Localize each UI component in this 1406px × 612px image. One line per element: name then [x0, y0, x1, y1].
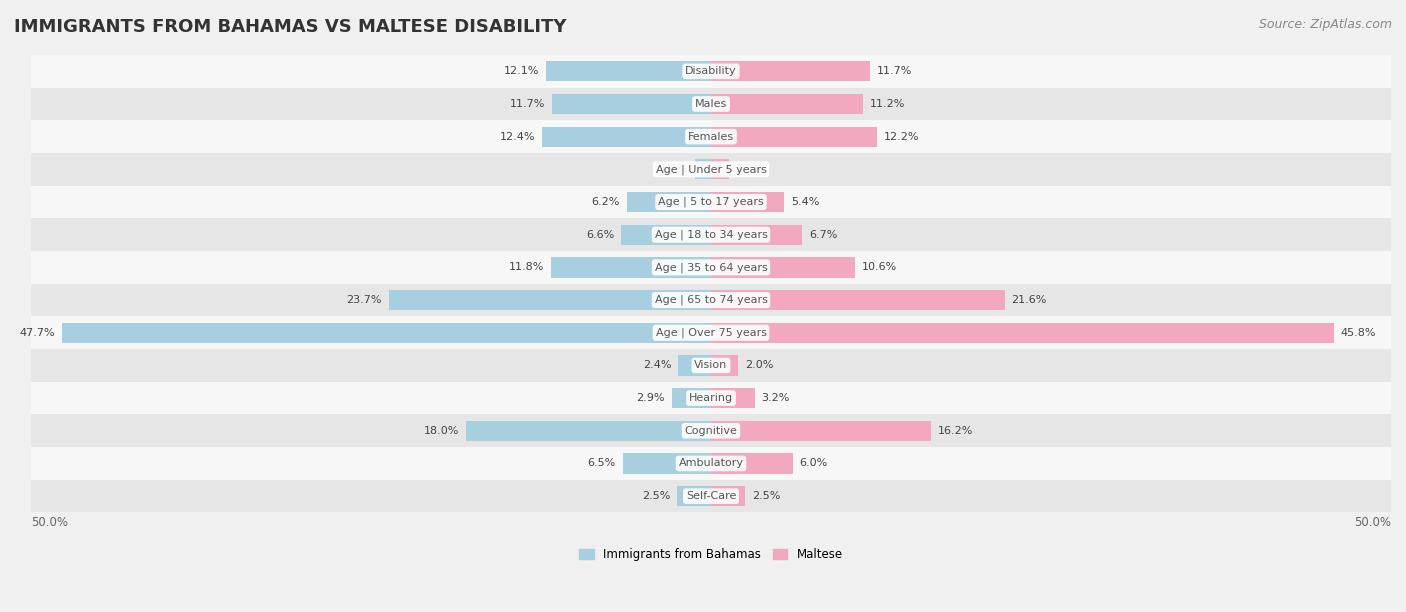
- Text: Source: ZipAtlas.com: Source: ZipAtlas.com: [1258, 18, 1392, 31]
- Bar: [711, 192, 785, 212]
- Text: 2.0%: 2.0%: [745, 360, 773, 370]
- Text: 2.4%: 2.4%: [643, 360, 672, 370]
- Bar: [551, 257, 711, 277]
- Bar: [711, 420, 931, 441]
- Bar: [711, 225, 803, 245]
- Text: 18.0%: 18.0%: [425, 426, 460, 436]
- Text: 10.6%: 10.6%: [862, 263, 897, 272]
- Text: 45.8%: 45.8%: [1341, 328, 1376, 338]
- Bar: [31, 349, 1391, 382]
- Bar: [543, 127, 711, 147]
- Text: 2.5%: 2.5%: [752, 491, 780, 501]
- Bar: [547, 61, 711, 81]
- Text: Females: Females: [688, 132, 734, 142]
- Bar: [711, 453, 793, 474]
- Text: 6.2%: 6.2%: [592, 197, 620, 207]
- Text: Hearing: Hearing: [689, 393, 733, 403]
- Text: 11.8%: 11.8%: [509, 263, 544, 272]
- Text: Age | Under 5 years: Age | Under 5 years: [655, 164, 766, 174]
- Text: Disability: Disability: [685, 66, 737, 76]
- Bar: [623, 453, 711, 474]
- Text: 23.7%: 23.7%: [346, 295, 382, 305]
- Bar: [621, 225, 711, 245]
- Text: IMMIGRANTS FROM BAHAMAS VS MALTESE DISABILITY: IMMIGRANTS FROM BAHAMAS VS MALTESE DISAB…: [14, 18, 567, 36]
- Bar: [711, 94, 863, 114]
- Bar: [31, 153, 1391, 185]
- Bar: [388, 290, 711, 310]
- Bar: [31, 480, 1391, 512]
- Text: Age | 18 to 34 years: Age | 18 to 34 years: [655, 230, 768, 240]
- Bar: [627, 192, 711, 212]
- Bar: [31, 382, 1391, 414]
- Bar: [31, 218, 1391, 251]
- Text: 3.2%: 3.2%: [761, 393, 790, 403]
- Text: 1.3%: 1.3%: [735, 165, 763, 174]
- Bar: [31, 121, 1391, 153]
- Text: 6.6%: 6.6%: [586, 230, 614, 240]
- Bar: [467, 420, 711, 441]
- Text: 6.5%: 6.5%: [588, 458, 616, 468]
- Text: 11.7%: 11.7%: [510, 99, 546, 109]
- Text: 11.2%: 11.2%: [870, 99, 905, 109]
- Text: Age | 65 to 74 years: Age | 65 to 74 years: [655, 295, 768, 305]
- Bar: [711, 323, 1334, 343]
- Text: 16.2%: 16.2%: [938, 426, 973, 436]
- Text: Cognitive: Cognitive: [685, 426, 737, 436]
- Text: 50.0%: 50.0%: [1354, 516, 1391, 529]
- Bar: [711, 486, 745, 506]
- Bar: [711, 159, 728, 179]
- Bar: [711, 257, 855, 277]
- Text: 12.2%: 12.2%: [884, 132, 920, 142]
- Bar: [62, 323, 711, 343]
- Text: 6.0%: 6.0%: [800, 458, 828, 468]
- Bar: [711, 290, 1005, 310]
- Text: 12.1%: 12.1%: [505, 66, 540, 76]
- Bar: [31, 414, 1391, 447]
- Bar: [711, 388, 755, 408]
- Bar: [31, 316, 1391, 349]
- Bar: [678, 356, 711, 376]
- Text: 11.7%: 11.7%: [877, 66, 912, 76]
- Text: Age | 5 to 17 years: Age | 5 to 17 years: [658, 197, 763, 207]
- Bar: [695, 159, 711, 179]
- Bar: [31, 88, 1391, 121]
- Bar: [711, 61, 870, 81]
- Text: 12.4%: 12.4%: [501, 132, 536, 142]
- Bar: [711, 127, 877, 147]
- Legend: Immigrants from Bahamas, Maltese: Immigrants from Bahamas, Maltese: [575, 543, 848, 565]
- Text: 2.5%: 2.5%: [641, 491, 671, 501]
- Text: 5.4%: 5.4%: [792, 197, 820, 207]
- Text: 1.2%: 1.2%: [659, 165, 688, 174]
- Text: 47.7%: 47.7%: [20, 328, 55, 338]
- Bar: [553, 94, 711, 114]
- Bar: [31, 251, 1391, 284]
- Bar: [31, 447, 1391, 480]
- Text: Age | 35 to 64 years: Age | 35 to 64 years: [655, 262, 768, 273]
- Bar: [31, 185, 1391, 218]
- Text: Self-Care: Self-Care: [686, 491, 737, 501]
- Bar: [31, 55, 1391, 88]
- Text: Vision: Vision: [695, 360, 728, 370]
- Text: Males: Males: [695, 99, 727, 109]
- Text: 2.9%: 2.9%: [637, 393, 665, 403]
- Text: Ambulatory: Ambulatory: [679, 458, 744, 468]
- Text: 50.0%: 50.0%: [31, 516, 67, 529]
- Text: 21.6%: 21.6%: [1011, 295, 1047, 305]
- Text: Age | Over 75 years: Age | Over 75 years: [655, 327, 766, 338]
- Bar: [672, 388, 711, 408]
- Bar: [31, 284, 1391, 316]
- Bar: [711, 356, 738, 376]
- Text: 6.7%: 6.7%: [808, 230, 838, 240]
- Bar: [678, 486, 711, 506]
